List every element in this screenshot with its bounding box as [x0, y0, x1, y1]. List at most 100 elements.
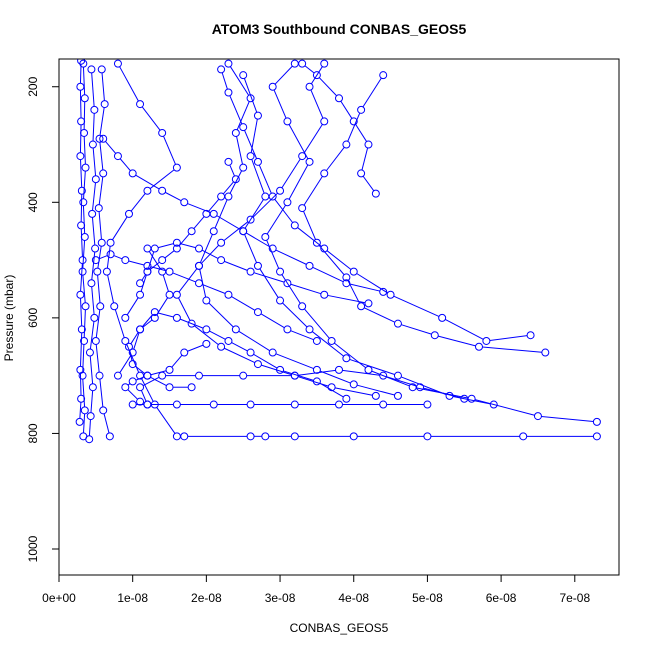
- data-point: [136, 383, 145, 392]
- series-segment: [107, 274, 115, 303]
- data-point: [136, 325, 145, 334]
- data-point: [320, 290, 329, 299]
- series-segment: [156, 297, 169, 316]
- plot-layer: [75, 59, 601, 444]
- y-tick-label: 400: [26, 192, 40, 212]
- series-segment: [208, 302, 234, 328]
- series-segment: [142, 376, 160, 387]
- series-segment: [489, 335, 528, 342]
- data-point: [393, 319, 402, 328]
- data-point: [195, 244, 203, 253]
- series-segment: [119, 158, 131, 172]
- series-segment: [82, 205, 86, 234]
- series-segment: [304, 65, 315, 74]
- series-3: [75, 59, 87, 426]
- series-7: [261, 59, 601, 426]
- series-segment: [221, 72, 228, 90]
- data-point: [393, 391, 402, 400]
- data-point: [99, 169, 108, 178]
- series-segment: [202, 284, 226, 294]
- series-segment: [259, 268, 279, 298]
- data-point: [416, 383, 425, 392]
- data-point: [239, 371, 248, 380]
- data-point: [88, 383, 97, 392]
- data-point: [106, 238, 115, 247]
- series-segment: [91, 72, 95, 107]
- series-segment: [150, 370, 167, 376]
- series-segment: [229, 95, 243, 125]
- data-point: [327, 383, 336, 392]
- series-segment: [423, 387, 462, 399]
- x-tick-label: 7e-08: [559, 591, 590, 605]
- data-point: [342, 273, 351, 282]
- series-segment: [290, 283, 322, 295]
- series-segment: [251, 159, 265, 194]
- series-segment: [303, 176, 323, 206]
- series-12: [172, 59, 380, 400]
- data-point: [143, 244, 152, 253]
- series-segment: [236, 136, 243, 165]
- data-point: [224, 157, 233, 166]
- data-point: [312, 377, 321, 386]
- data-point: [519, 432, 528, 441]
- data-point: [125, 342, 133, 351]
- data-point: [246, 215, 255, 224]
- data-point: [320, 169, 329, 178]
- series-segment: [209, 330, 226, 340]
- series-segment: [288, 164, 309, 200]
- data-point: [121, 256, 130, 265]
- series-segment: [199, 234, 213, 263]
- series-segment: [258, 164, 272, 194]
- data-point: [93, 267, 102, 276]
- data-point: [592, 432, 601, 441]
- series-segment: [119, 66, 139, 102]
- data-point: [90, 313, 99, 322]
- series-segment: [135, 174, 160, 190]
- data-point: [77, 186, 86, 195]
- data-point: [430, 331, 439, 340]
- data-point: [128, 169, 137, 178]
- series-segment: [165, 191, 182, 202]
- data-point: [364, 299, 373, 308]
- data-point: [97, 238, 106, 247]
- x-tick-label: 0e+00: [42, 591, 76, 605]
- x-tick-label: 5e-08: [412, 591, 443, 605]
- data-point: [320, 117, 329, 126]
- series-11: [195, 59, 402, 400]
- series-segment: [79, 402, 82, 419]
- series-segment: [252, 192, 278, 218]
- data-point: [202, 325, 211, 334]
- series-segment: [79, 90, 82, 118]
- series-segment: [98, 255, 108, 260]
- data-point: [320, 59, 329, 68]
- series-segment: [236, 101, 250, 130]
- data-point: [158, 256, 167, 265]
- data-point: [217, 256, 226, 265]
- data-point: [202, 339, 211, 348]
- data-point: [246, 152, 255, 161]
- data-point: [165, 290, 174, 299]
- data-point: [335, 94, 343, 103]
- data-point: [150, 313, 159, 322]
- data-point: [106, 250, 115, 259]
- data-point: [143, 371, 152, 380]
- series-segment: [273, 89, 287, 119]
- data-point: [253, 111, 262, 120]
- series-segment: [311, 331, 344, 357]
- data-point: [268, 82, 277, 91]
- series-segment: [97, 275, 101, 303]
- series-segment: [229, 66, 250, 96]
- data-point: [231, 175, 240, 184]
- series-segment: [224, 260, 248, 271]
- data-point: [217, 342, 226, 351]
- series-segment: [342, 369, 380, 376]
- data-point: [158, 267, 167, 276]
- data-point: [85, 435, 94, 444]
- data-point: [290, 432, 299, 441]
- data-point: [81, 163, 90, 172]
- series-segment: [141, 106, 161, 131]
- series-segment: [438, 335, 476, 347]
- data-point: [143, 261, 152, 270]
- series-segment: [127, 389, 138, 400]
- data-point: [393, 371, 402, 380]
